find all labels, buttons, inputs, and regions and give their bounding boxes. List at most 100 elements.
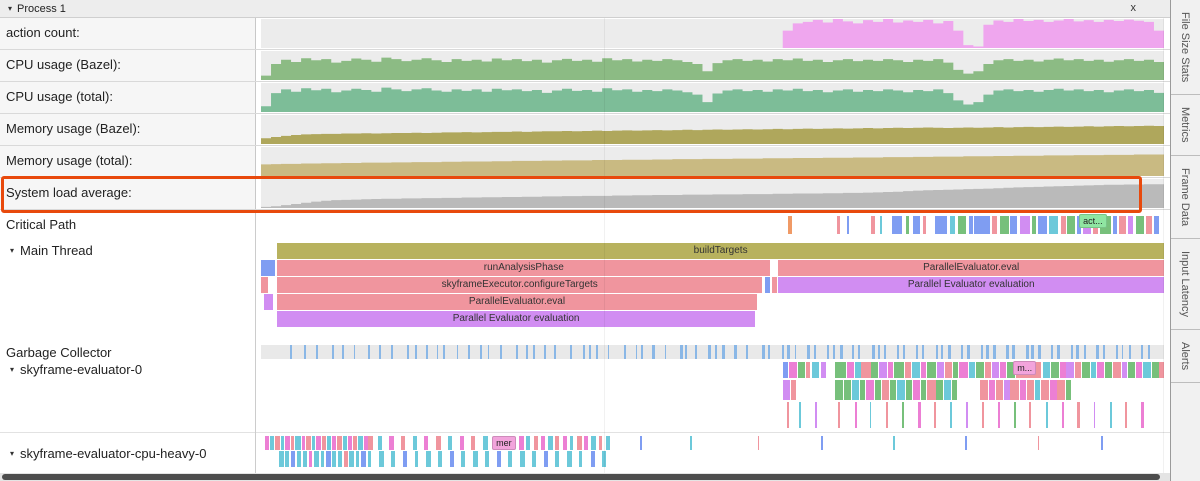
trace-slice[interactable] (436, 436, 441, 450)
trace-slice[interactable] (368, 436, 373, 450)
trace-slice[interactable] (967, 345, 970, 359)
critical-path-slice[interactable] (1136, 216, 1145, 234)
trace-slice[interactable] (336, 436, 343, 450)
trace-slice[interactable] (679, 345, 683, 359)
trace-slice[interactable] (605, 436, 610, 450)
sidebar-tab-metrics[interactable]: Metrics (1171, 95, 1200, 156)
trace-slice[interactable] (414, 451, 419, 467)
trace-slice[interactable] (353, 436, 357, 450)
thread-slice[interactable]: ParallelEvaluator.eval (277, 294, 757, 310)
trace-slice[interactable] (890, 380, 896, 400)
critical-path-slice[interactable] (1049, 216, 1059, 234)
trace-slice[interactable] (471, 436, 475, 450)
trace-slice[interactable] (979, 380, 988, 400)
trace-slice[interactable] (1014, 402, 1017, 428)
trace-slice[interactable] (820, 362, 827, 378)
trace-slice[interactable] (354, 345, 356, 359)
trace-slice[interactable] (379, 345, 381, 359)
trace-slice[interactable] (1159, 362, 1164, 378)
trace-slice[interactable] (279, 451, 284, 467)
critical-path-slice[interactable] (958, 216, 967, 234)
trace-slice[interactable] (1109, 402, 1113, 428)
trace-slice[interactable] (596, 345, 599, 359)
trace-slice[interactable] (966, 402, 969, 428)
trace-slice[interactable] (508, 451, 513, 467)
collapse-icon[interactable]: ▾ (8, 4, 13, 13)
sidebar-tab-alerts[interactable]: Alerts (1171, 330, 1200, 384)
critical-path-slice[interactable] (1154, 216, 1160, 234)
trace-slice[interactable] (789, 362, 798, 378)
thread-slice[interactable] (261, 260, 275, 276)
main-thread-track[interactable]: buildTargets runAnalysisPhase ParallelEval… (261, 243, 1164, 333)
trace-slice[interactable] (426, 345, 429, 359)
trace-slice[interactable] (871, 362, 878, 378)
trace-slice[interactable] (426, 451, 431, 467)
scrollbar-handle[interactable] (2, 474, 1160, 480)
trace-slice[interactable] (1042, 362, 1051, 378)
trace-slice[interactable] (959, 362, 969, 378)
trace-slice[interactable] (1051, 345, 1054, 359)
trace-slice[interactable] (1041, 380, 1050, 400)
trace-slice[interactable] (903, 345, 906, 359)
thread-slice[interactable] (263, 294, 273, 310)
trace-slice[interactable] (531, 451, 536, 467)
trace-slice[interactable] (794, 345, 797, 359)
row-label-system-load-average[interactable]: System load average: (0, 178, 256, 209)
trace-slice[interactable] (355, 451, 360, 467)
trace-slice[interactable] (1100, 436, 1103, 450)
trace-slice[interactable] (762, 345, 765, 359)
trace-slice[interactable] (1025, 345, 1029, 359)
trace-slice[interactable] (367, 451, 372, 467)
slice-label-badge[interactable]: m... (1013, 361, 1037, 375)
critical-path-slice[interactable] (949, 216, 956, 234)
trace-slice[interactable] (904, 362, 912, 378)
trace-slice[interactable] (500, 345, 502, 359)
trace-slice[interactable] (379, 451, 384, 467)
trace-slice[interactable] (1097, 362, 1105, 378)
trace-slice[interactable] (1050, 380, 1057, 400)
trace-slice[interactable] (1029, 402, 1032, 428)
trace-slice[interactable] (948, 345, 951, 359)
critical-path-slice[interactable] (1145, 216, 1153, 234)
trace-slice[interactable] (1006, 362, 1015, 378)
trace-slice[interactable] (389, 436, 394, 450)
critical-path-slice[interactable] (968, 216, 973, 234)
critical-path-label[interactable]: Critical Path (6, 217, 77, 232)
trace-slice[interactable] (274, 436, 280, 450)
trace-slice[interactable] (685, 345, 687, 359)
critical-path-slice[interactable] (1061, 216, 1066, 234)
trace-slice[interactable] (927, 362, 937, 378)
trace-slice[interactable] (555, 436, 559, 450)
trace-slice[interactable] (343, 436, 347, 450)
trace-slice[interactable] (877, 345, 880, 359)
main-thread-label[interactable]: ▾ Main Thread (10, 243, 93, 258)
trace-slice[interactable] (635, 345, 638, 359)
trace-slice[interactable] (569, 436, 574, 450)
trace-slice[interactable] (588, 345, 591, 359)
trace-slice[interactable] (1034, 380, 1041, 400)
trace-slice[interactable] (578, 451, 583, 467)
trace-slice[interactable] (378, 436, 382, 450)
trace-slice[interactable] (584, 436, 588, 450)
trace-slice[interactable] (1070, 345, 1074, 359)
trace-slice[interactable] (1037, 436, 1040, 450)
trace-slice[interactable] (412, 436, 418, 450)
trace-slice[interactable] (314, 451, 319, 467)
trace-slice[interactable] (875, 380, 882, 400)
trace-slice[interactable] (980, 345, 983, 359)
critical-path-slice[interactable] (892, 216, 903, 234)
critical-path-slice[interactable] (871, 216, 876, 234)
trace-slice[interactable] (893, 436, 895, 450)
trace-slice[interactable] (887, 362, 894, 378)
trace-slice[interactable] (437, 451, 442, 467)
trace-slice[interactable] (591, 436, 596, 450)
trace-slice[interactable] (866, 380, 875, 400)
trace-slice[interactable] (555, 451, 559, 467)
critical-path-slice[interactable] (788, 216, 792, 234)
trace-slice[interactable] (1152, 362, 1159, 378)
critical-path-slice[interactable] (1019, 216, 1031, 234)
trace-slice[interactable] (651, 345, 655, 359)
trace-slice[interactable] (290, 451, 296, 467)
trace-slice[interactable] (782, 380, 791, 400)
trace-slice[interactable] (519, 436, 524, 450)
